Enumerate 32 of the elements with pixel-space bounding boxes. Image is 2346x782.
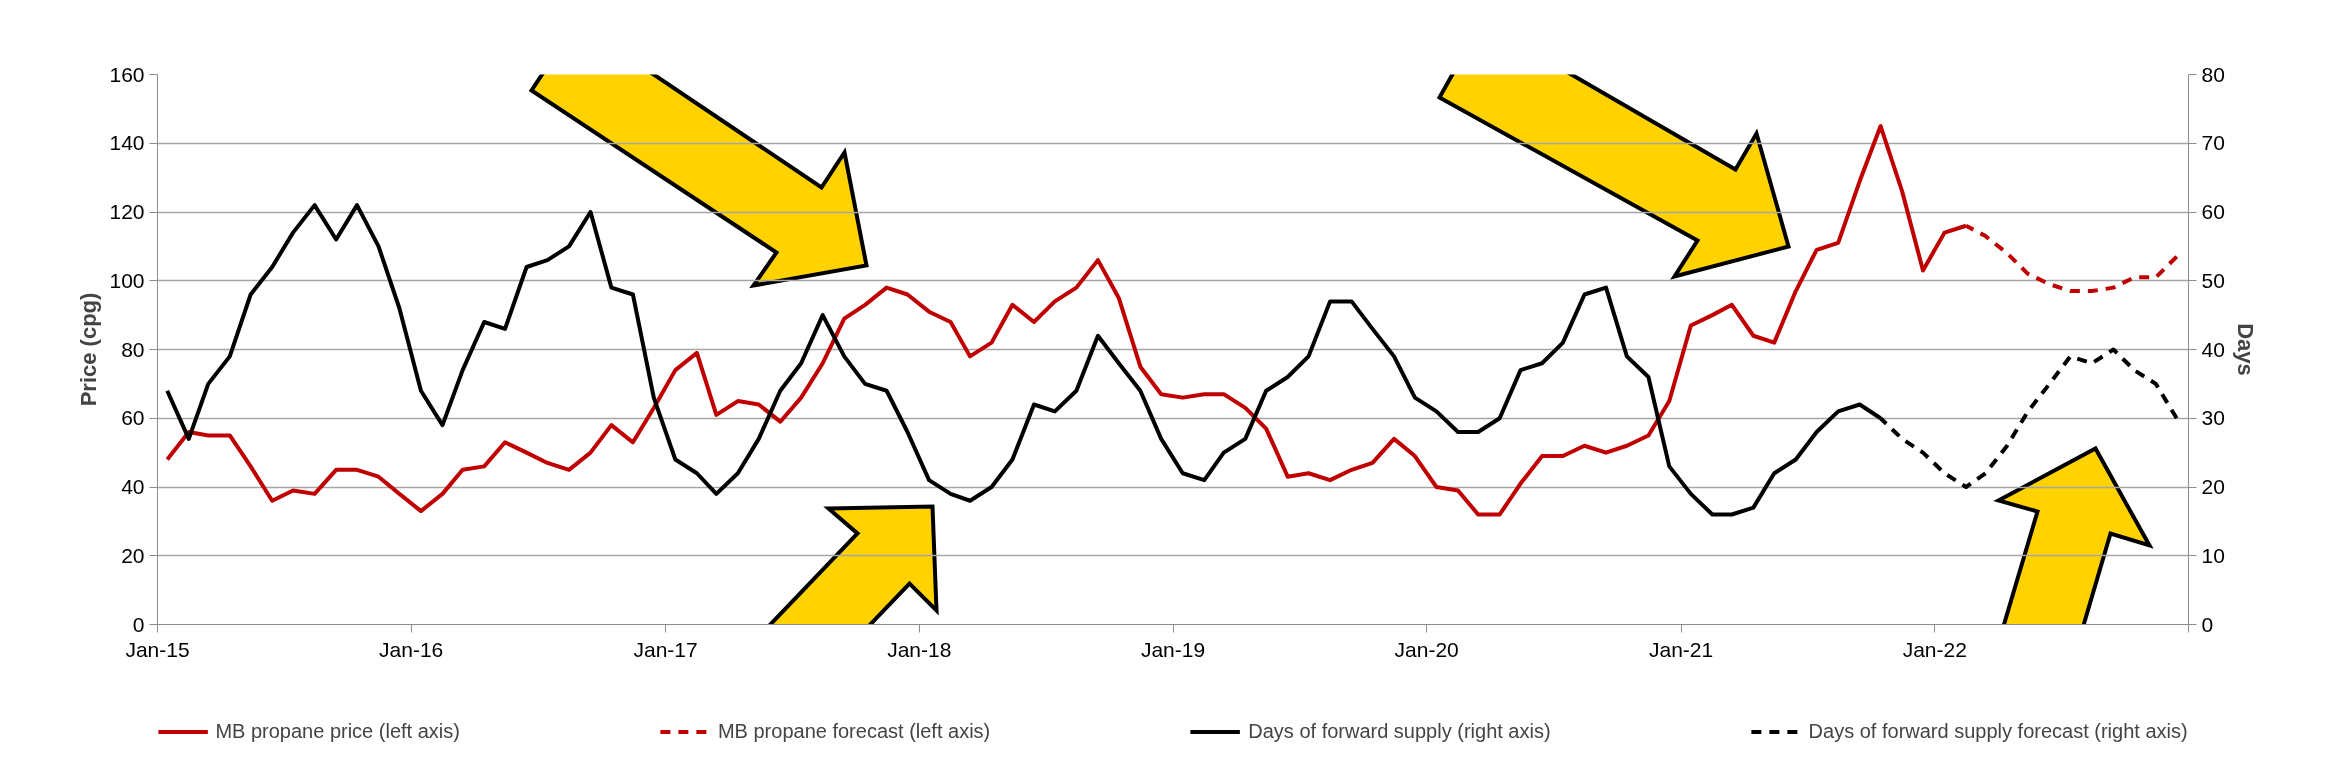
x-tick-label: Jan-18: [887, 637, 952, 661]
y2-tick-label: 40: [2201, 337, 2225, 361]
y2-axis-title: Days: [2232, 323, 2258, 376]
y2-tick-label: 0: [2201, 612, 2214, 636]
y-tick-label: 40: [121, 475, 145, 498]
y-tick-label: 140: [109, 131, 145, 155]
x-tick-label: Jan-22: [1902, 637, 1967, 661]
x-tick-label: Jan-20: [1394, 637, 1459, 661]
y2-tick-label: 50: [2201, 268, 2225, 292]
legend-label: Days of forward supply (right axis): [1248, 719, 1551, 743]
y2-tick-label: 30: [2201, 406, 2225, 430]
y2-tick-label: 80: [2201, 62, 2225, 86]
legend-label: MB propane forecast (left axis): [717, 719, 991, 743]
y-tick-label: 160: [109, 62, 145, 86]
y-tick-label: 60: [121, 406, 145, 430]
x-tick-label: Jan-15: [125, 637, 190, 661]
y-tick-label: 100: [109, 268, 145, 292]
y2-tick-label: 70: [2201, 131, 2225, 155]
legend-label: MB propane price (left axis): [215, 719, 460, 743]
x-tick-label: Jan-17: [633, 637, 698, 661]
y-axis-title: Price (cpg): [76, 292, 102, 407]
x-tick-label: Jan-16: [379, 637, 444, 661]
y2-tick-label: 60: [2201, 200, 2225, 223]
x-tick-label: Jan-21: [1648, 637, 1714, 661]
x-tick-label: Jan-19: [1140, 637, 1206, 661]
y-tick-label: 0: [132, 612, 145, 636]
legend-label: Days of forward supply forecast (right axis): [1808, 719, 2188, 743]
y-tick-label: 80: [121, 337, 145, 361]
y2-tick-label: 10: [2201, 543, 2225, 567]
y-tick-label: 120: [109, 200, 145, 223]
y2-tick-label: 20: [2201, 475, 2225, 498]
y-tick-label: 20: [121, 543, 145, 567]
